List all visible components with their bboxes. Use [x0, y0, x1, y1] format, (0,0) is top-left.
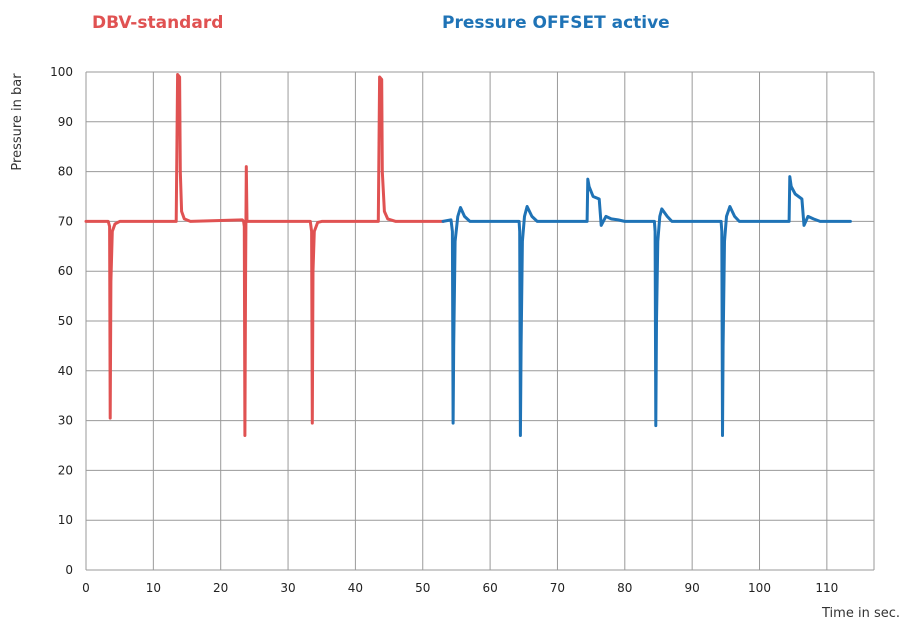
y-tick-label: 60	[58, 264, 73, 278]
x-tick-label: 60	[482, 581, 497, 595]
x-tick-label: 110	[815, 581, 838, 595]
y-tick-label: 70	[58, 214, 73, 228]
x-tick-label: 0	[82, 581, 90, 595]
x-tick-labels: 0 10 20 30 40 50 60 70 80 90 100 110	[82, 581, 838, 595]
y-tick-label: 40	[58, 364, 73, 378]
x-tick-label: 40	[348, 581, 363, 595]
series-line-2	[441, 175, 852, 437]
y-tick-label: 30	[58, 414, 73, 428]
series-line-1	[84, 73, 445, 437]
chart-titles: DBV-standard Pressure OFFSET active	[92, 13, 670, 33]
y-axis-label: Pressure in bar	[10, 73, 25, 171]
y-tick-label: 100	[50, 65, 73, 79]
x-tick-label: 90	[685, 581, 700, 595]
x-tick-label: 80	[617, 581, 632, 595]
y-tick-label: 20	[58, 463, 73, 477]
grid-lines	[85, 71, 875, 571]
x-tick-label: 70	[550, 581, 565, 595]
y-tick-label: 80	[58, 165, 73, 179]
y-tick-labels: 0 10 20 30 40 50 60 70 80 90 100	[50, 65, 73, 577]
x-tick-label: 100	[748, 581, 771, 595]
x-axis-label: Time in sec.	[821, 606, 900, 621]
y-tick-label: 90	[58, 115, 73, 129]
chart-title-2: Pressure OFFSET active	[442, 13, 670, 33]
x-tick-label: 20	[213, 581, 228, 595]
y-tick-label: 10	[58, 513, 73, 527]
x-tick-label: 50	[415, 581, 430, 595]
y-tick-label: 0	[65, 563, 73, 577]
chart-title-1: DBV-standard	[92, 13, 223, 33]
x-tick-label: 10	[146, 581, 161, 595]
y-tick-label: 50	[58, 314, 73, 328]
x-tick-label: 30	[280, 581, 295, 595]
series-lines	[84, 73, 852, 437]
